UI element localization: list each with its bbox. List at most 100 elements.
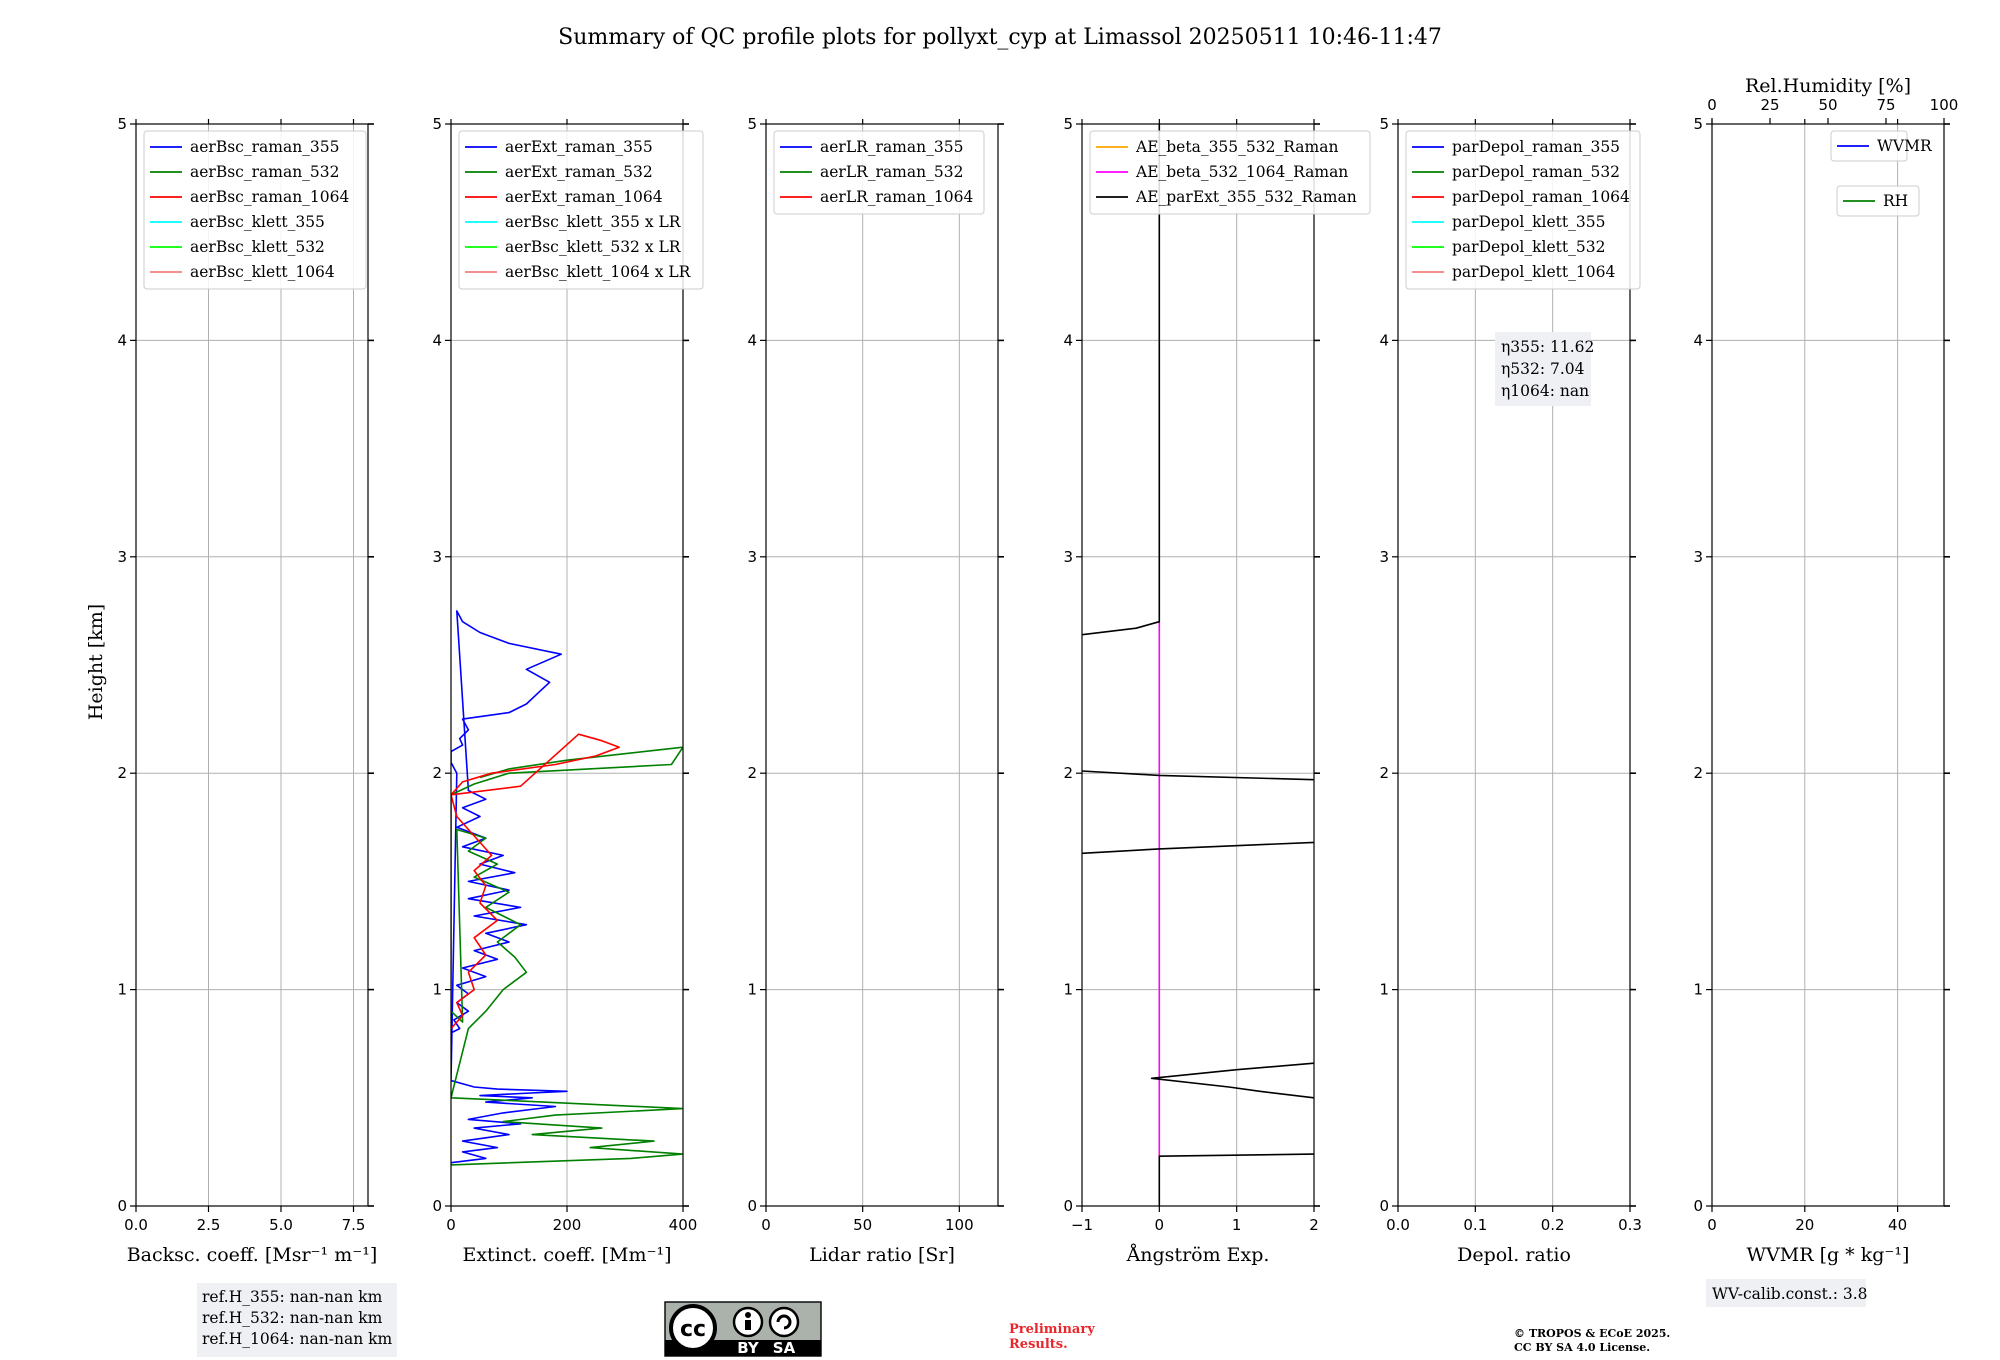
- top-x-tick-label: 100: [1930, 96, 1959, 114]
- x-tick-label: 0.1: [1463, 1216, 1487, 1234]
- wv-calib-box: WV-calib.const.: 3.8: [1706, 1279, 1868, 1307]
- refH-line: ref.H_355: nan-nan km: [202, 1288, 383, 1306]
- legend-label: aerBsc_klett_1064: [190, 263, 335, 281]
- legend-label: aerLR_raman_532: [820, 163, 963, 181]
- series-line-AE_parExt_355_532_Raman: [1082, 124, 1161, 636]
- y-tick-label: 3: [117, 548, 127, 566]
- copyright-text: CC BY SA 4.0 License.: [1514, 1341, 1650, 1354]
- legend-label: aerBsc_raman_1064: [190, 188, 350, 206]
- legend-box: [773, 130, 985, 215]
- info-box-bg: [197, 1283, 397, 1357]
- legend-label: AE_beta_532_1064_Raman: [1135, 163, 1348, 181]
- y-tick-label: 2: [1063, 764, 1073, 782]
- x-axis-label: Depol. ratio: [1457, 1244, 1571, 1266]
- legend-label: AE_beta_355_532_Raman: [1135, 138, 1338, 156]
- cc-icon: [669, 1304, 717, 1352]
- panel-ext: 0 1 2 3 4 5 0 200 400 Extinct. coeff. [Mm⁻¹] aerEx…: [432, 115, 704, 1266]
- legend-RH: RH: [1836, 185, 1920, 217]
- y-axis-label: Height [km]: [85, 604, 107, 720]
- x-tick-label: −1: [1071, 1216, 1093, 1234]
- top-x-tick-label: 25: [1760, 96, 1779, 114]
- top-x-tick-label: 0: [1707, 96, 1717, 114]
- legend-WVMR: WVMR: [1830, 130, 1933, 162]
- panel-bsc: 0 1 2 3 4 5 0.0 2.5 5.0 7.5 Backsc. coeff. [Msr⁻¹ …: [117, 115, 377, 1266]
- refH-line: ref.H_532: nan-nan km: [202, 1309, 383, 1327]
- series-line-aerExt_raman_532: [451, 746, 683, 1166]
- x-tick-label: 50: [853, 1216, 872, 1234]
- legend-box: [1836, 185, 1920, 217]
- x-tick-label: 0: [1155, 1216, 1165, 1234]
- series-line-AE_parExt_355_532_Raman: [1158, 1153, 1314, 1206]
- legend-box: [1089, 130, 1371, 215]
- y-tick-label: 3: [1379, 548, 1389, 566]
- by-label: BY: [737, 1339, 760, 1357]
- legend-label: aerBsc_klett_355 x LR: [505, 213, 682, 231]
- y-tick-label: 1: [1379, 981, 1389, 999]
- legend-label: aerExt_raman_532: [505, 163, 653, 181]
- legend-label: aerLR_raman_1064: [820, 188, 973, 206]
- x-tick-label: 0: [761, 1216, 771, 1234]
- legend-label: parDepol_klett_355: [1452, 213, 1605, 231]
- legend: aerBsc_raman_355 aerBsc_raman_532 aerBsc_r…: [143, 130, 367, 290]
- x-tick-label: 0: [1707, 1216, 1717, 1234]
- axes-frame: [135, 123, 369, 1207]
- x-tick-label: 1: [1232, 1216, 1242, 1234]
- by-person-head: [745, 1312, 751, 1318]
- legend-label: RH: [1883, 192, 1908, 210]
- eta-line: η1064: nan: [1501, 382, 1589, 400]
- eta-line: η355: 11.62: [1501, 338, 1594, 356]
- y-tick-label: 0: [432, 1197, 442, 1215]
- cc-license-badge: cc BY SA: [664, 1301, 822, 1357]
- legend: aerLR_raman_355 aerLR_raman_532 aerLR_rama…: [773, 130, 985, 215]
- y-tick-label: 3: [1693, 548, 1703, 566]
- cc-icon-glyph: cc: [680, 1317, 706, 1342]
- y-tick-label: 5: [117, 115, 127, 133]
- y-tick-label: 4: [1063, 331, 1073, 349]
- preliminary-text: Preliminary: [1009, 1322, 1095, 1337]
- panel-depol: 0 1 2 3 4 5 0.0 0.1 0.2 0.3 Depol. ratio parDepol_r…: [1379, 115, 1641, 1266]
- y-tick-label: 1: [747, 981, 757, 999]
- x-axis-label: Extinct. coeff. [Mm⁻¹]: [462, 1244, 671, 1266]
- legend-label: parDepol_raman_532: [1452, 163, 1620, 181]
- y-tick-label: 4: [1379, 331, 1389, 349]
- y-tick-label: 1: [432, 981, 442, 999]
- x-tick-label: 200: [553, 1216, 582, 1234]
- top-x-tick-label: 75: [1876, 96, 1895, 114]
- preliminary-text: Results.: [1009, 1337, 1068, 1352]
- series-line-aerExt_raman_1064: [451, 733, 621, 1030]
- series-group: [1082, 124, 1314, 1206]
- y-tick-label: 2: [747, 764, 757, 782]
- legend-label: aerBsc_klett_1064 x LR: [505, 263, 692, 281]
- x-tick-label: 2: [1309, 1216, 1319, 1234]
- y-tick-label: 1: [117, 981, 127, 999]
- x-tick-label: 2.5: [197, 1216, 221, 1234]
- y-tick-label: 2: [432, 764, 442, 782]
- x-tick-label: 7.5: [342, 1216, 366, 1234]
- legend-box: [1405, 130, 1641, 290]
- y-tick-label: 4: [117, 331, 127, 349]
- series-group: [451, 610, 683, 1166]
- y-tick-label: 4: [1693, 331, 1703, 349]
- sa-share-icon: [768, 1306, 800, 1338]
- y-tick-label: 2: [1693, 764, 1703, 782]
- x-axis-label: Lidar ratio [Sr]: [809, 1244, 955, 1266]
- legend-label: aerBsc_klett_532 x LR: [505, 238, 682, 256]
- wv-calib-text: WV-calib.const.: 3.8: [1712, 1285, 1868, 1303]
- y-tick-label: 0: [1063, 1197, 1073, 1215]
- legend: aerExt_raman_355 aerExt_raman_532 aerExt_r…: [458, 130, 704, 290]
- x-tick-label: 5.0: [269, 1216, 293, 1234]
- x-axis-label: Ångström Exp.: [1126, 1244, 1270, 1266]
- axes-frame: [1081, 123, 1315, 1207]
- info-box-bg: [1706, 1279, 1866, 1307]
- top-x-axis-label: Rel.Humidity [%]: [1745, 75, 1911, 97]
- legend-box: [143, 130, 367, 290]
- y-tick-label: 3: [747, 548, 757, 566]
- legend-label: aerBsc_raman_532: [190, 163, 340, 181]
- y-tick-label: 5: [1063, 115, 1073, 133]
- legend-label: WVMR: [1877, 137, 1933, 155]
- x-tick-label: 0.2: [1541, 1216, 1565, 1234]
- y-tick-label: 5: [1379, 115, 1389, 133]
